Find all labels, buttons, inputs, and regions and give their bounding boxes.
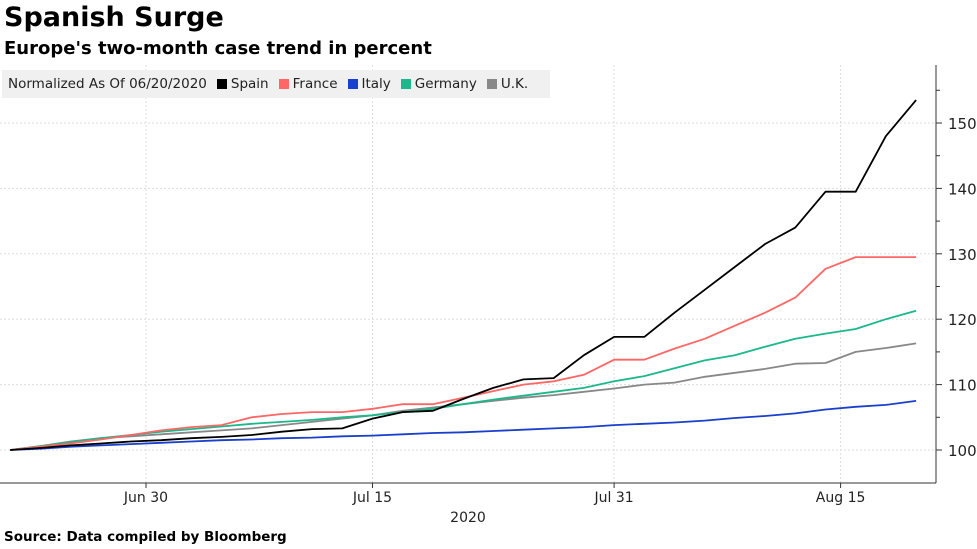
legend-item-italy: Italy bbox=[347, 76, 391, 92]
legend: Normalized As Of 06/20/2020 Spain France… bbox=[2, 70, 550, 98]
legend-swatch bbox=[278, 79, 289, 89]
legend-label: France bbox=[292, 76, 338, 92]
legend-item-germany: Germany bbox=[400, 76, 477, 92]
chart-subtitle: Europe's two-month case trend in percent bbox=[4, 38, 432, 59]
y-tick-label: 140 bbox=[948, 180, 977, 198]
legend-label: Italy bbox=[361, 76, 391, 92]
x-axis-label: 2020 bbox=[450, 510, 486, 526]
legend-item-france: France bbox=[278, 76, 338, 92]
y-tick-label: 110 bbox=[948, 377, 977, 395]
legend-note: Normalized As Of 06/20/2020 bbox=[8, 76, 207, 92]
y-tick-label: 130 bbox=[948, 246, 977, 264]
legend-swatch bbox=[486, 79, 497, 89]
legend-item-spain: Spain bbox=[216, 76, 269, 92]
legend-item-uk: U.K. bbox=[486, 76, 529, 92]
x-tick-label: Jul 15 bbox=[352, 490, 392, 506]
y-tick-label: 150 bbox=[948, 115, 977, 133]
x-tick-label: Aug 15 bbox=[816, 490, 866, 506]
legend-swatch bbox=[216, 79, 227, 89]
y-tick-label: 120 bbox=[948, 311, 977, 329]
legend-label: Germany bbox=[414, 76, 477, 92]
series-line-italy bbox=[10, 400, 917, 451]
legend-swatch bbox=[400, 79, 411, 89]
legend-label: U.K. bbox=[500, 76, 529, 92]
series-line-france bbox=[10, 256, 917, 451]
source-note: Source: Data compiled by Bloomberg bbox=[4, 529, 287, 545]
legend-label: Spain bbox=[230, 76, 269, 92]
chart-title: Spanish Surge bbox=[4, 2, 224, 33]
legend-swatch bbox=[347, 79, 358, 89]
series-line-spain bbox=[10, 99, 917, 451]
y-tick-label: 100 bbox=[948, 442, 977, 460]
x-tick-label: Jun 30 bbox=[123, 490, 168, 506]
x-tick-label: Jul 31 bbox=[594, 490, 634, 506]
series-line-germany bbox=[9, 309, 917, 451]
